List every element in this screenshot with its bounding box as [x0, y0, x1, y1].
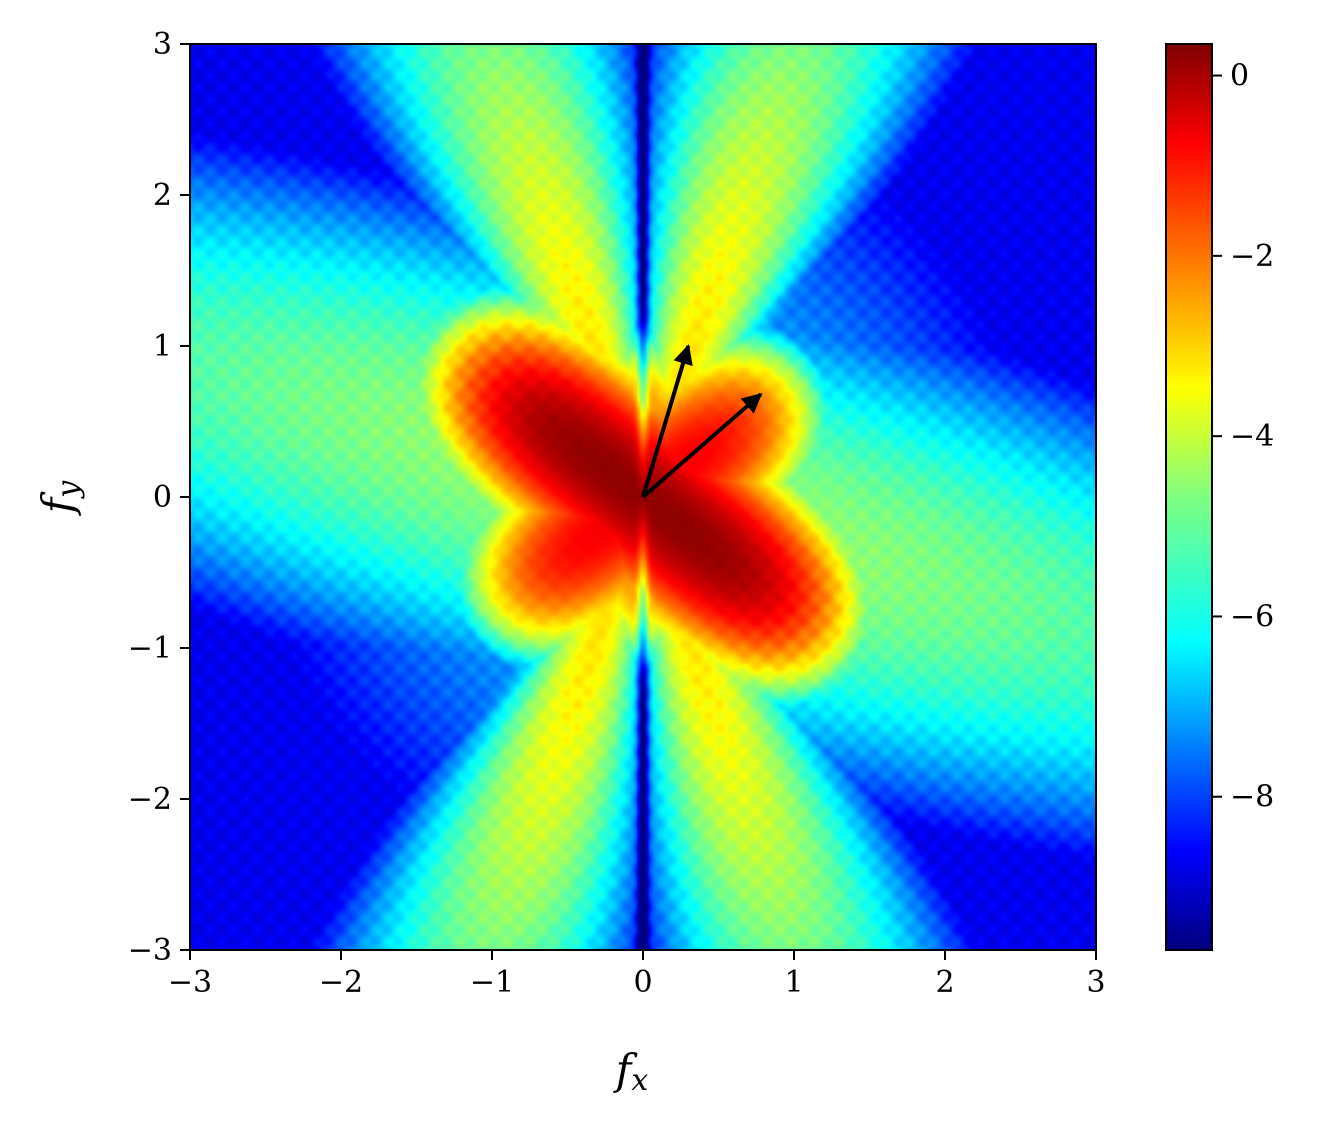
y-axis-label: fy: [33, 480, 86, 517]
colorbar-tick-label: −2: [1230, 239, 1274, 274]
colorbar-ticks: 0 −2 −4 −6 −8: [1212, 59, 1274, 815]
x-tick-label: 2: [935, 965, 954, 1000]
colorbar-tick-label: −4: [1230, 419, 1274, 454]
y-tick-label: −1: [128, 631, 172, 666]
colorbar-tick-label: −6: [1230, 599, 1274, 634]
x-tick-label: 3: [1086, 965, 1105, 1000]
x-tick-label: 0: [633, 965, 652, 1000]
y-tick-label: 2: [153, 178, 172, 213]
heatmap-plot-area: [189, 43, 1097, 951]
y-tick-label: 1: [153, 329, 172, 364]
direction-arrow: [641, 392, 763, 499]
y-tick-label: −2: [128, 782, 172, 817]
x-tick-label: −3: [168, 965, 212, 1000]
arrows-layer: [641, 344, 763, 499]
colorbar-frame: [1165, 43, 1213, 951]
colorbar-gradient: [1166, 44, 1212, 950]
x-axis-ticks: −3 −2 −1 0 1 2 3: [168, 950, 1106, 1000]
direction-arrow: [641, 344, 693, 498]
y-tick-label: 3: [153, 27, 172, 62]
x-tick-label: −2: [319, 965, 363, 1000]
y-tick-label: 0: [153, 480, 172, 515]
colorbar: 0 −2 −4 −6 −8: [1165, 43, 1274, 951]
y-axis-ticks: −3 −2 −1 0 1 2 3: [128, 27, 190, 968]
x-axis-label-sub: x: [631, 1063, 648, 1098]
x-axis-label: fx: [613, 1045, 649, 1098]
y-axis-label-sub: y: [51, 480, 86, 500]
x-tick-label: −1: [470, 965, 514, 1000]
y-tick-label: −3: [128, 933, 172, 968]
colorbar-tick-label: −8: [1230, 780, 1274, 815]
colorbar-tick-label: 0: [1230, 59, 1249, 94]
x-tick-label: 1: [784, 965, 803, 1000]
